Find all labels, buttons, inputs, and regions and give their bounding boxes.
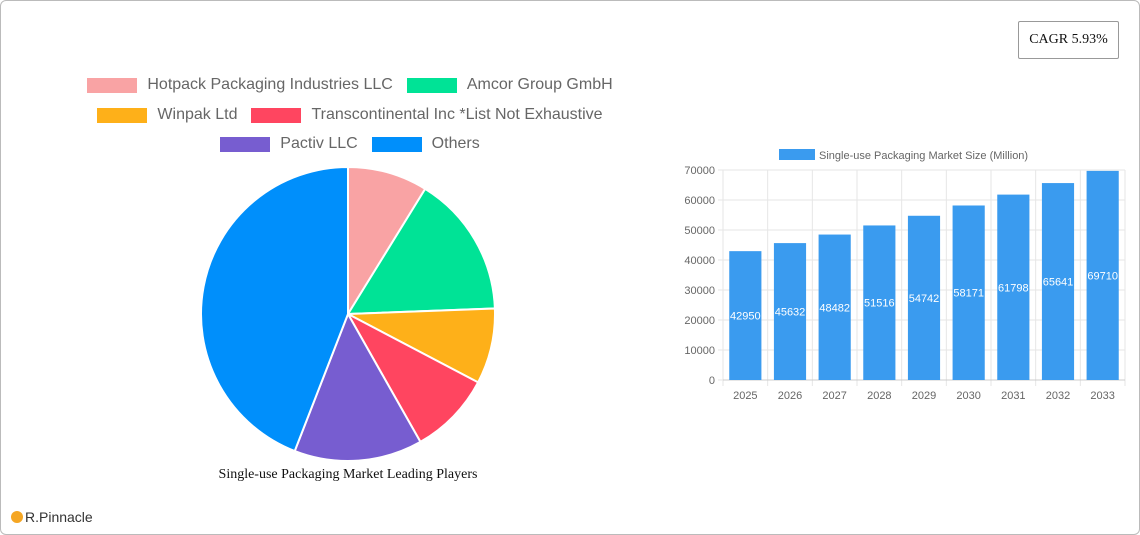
y-tick-label: 20000 [684,315,715,327]
y-tick-label: 40000 [684,255,715,267]
bar[interactable] [729,251,762,380]
bar-legend-label: Single-use Packaging Market Size (Millio… [819,150,1028,162]
bar-data-label: 51516 [864,298,895,310]
brand-name: R.Pinnacle [25,509,93,525]
x-tick-label: 2028 [867,390,891,402]
legend-item[interactable]: Transcontinental Inc *List Not Exhaustiv… [251,106,603,124]
brand-logo-icon [11,511,23,523]
legend-row: Hotpack Packaging Industries LLC Amcor Gr… [30,76,670,94]
legend-swatch [97,107,148,123]
legend-label: Amcor Group GmbH [466,76,613,93]
pie-slice[interactable] [346,187,496,316]
legend-item[interactable]: Others [371,135,480,153]
y-tick-label: 50000 [684,225,715,237]
x-tick-label: 2025 [733,390,757,402]
bar-chart: Single-use Packaging Market Size (Millio… [684,149,1126,402]
legend-label: Others [431,135,480,152]
pie-chart [200,165,496,462]
y-tick-label: 60000 [684,195,715,207]
y-tick-label: 70000 [684,165,715,177]
pie-slice[interactable] [347,165,427,318]
pie-slice[interactable] [345,311,480,444]
legend-row: Pactiv LLC Others [30,135,670,153]
legend-swatch [251,107,302,123]
legend-item[interactable]: Hotpack Packaging Industries LLC [87,76,393,94]
legend-label: Transcontinental Inc *List Not Exhaustiv… [311,106,603,123]
y-tick-label: 30000 [684,285,715,297]
legend-swatch [406,77,457,93]
y-tick-label: 10000 [684,345,715,357]
bar-data-label: 45632 [775,307,806,319]
pie-slice[interactable] [200,165,349,453]
bar[interactable] [997,194,1030,380]
y-tick-label: 0 [709,375,715,387]
x-tick-label: 2026 [778,390,802,402]
bar[interactable] [863,225,896,380]
bar-data-label: 69710 [1087,270,1118,282]
bar[interactable] [952,205,985,380]
x-tick-label: 2032 [1046,390,1070,402]
legend-item[interactable]: Amcor Group GmbH [406,76,613,94]
x-tick-label: 2027 [822,390,846,402]
bar-data-label: 54742 [909,293,940,305]
bar-data-label: 58171 [953,288,984,300]
bar-data-label: 65641 [1043,277,1074,289]
legend-item[interactable]: Winpak Ltd [97,106,237,124]
bar[interactable] [907,215,941,380]
x-tick-label: 2031 [1001,390,1025,402]
legend-label: Winpak Ltd [157,106,238,123]
brand-logo: R.Pinnacle [11,509,93,525]
legend-label: Pactiv LLC [280,135,358,152]
legend-swatch [371,136,422,152]
bar[interactable] [773,243,807,380]
legend-swatch [220,136,271,152]
bar[interactable] [818,234,851,380]
bar-data-label: 48482 [819,302,850,314]
bar-data-label: 61798 [998,282,1029,294]
bar[interactable] [1086,170,1119,380]
x-tick-label: 2030 [956,390,980,402]
x-tick-label: 2033 [1090,390,1114,402]
legend-swatch [87,77,138,93]
bar[interactable] [1041,183,1075,380]
legend-row: Winpak Ltd Transcontinental Inc *List Not… [30,106,670,124]
legend-label: Hotpack Packaging Industries LLC [147,76,393,93]
legend-item[interactable]: Pactiv LLC [220,135,358,153]
pie-slice[interactable] [293,311,422,462]
x-tick-label: 2029 [912,390,936,402]
bar-legend-swatch [779,149,815,160]
pie-title: Single-use Packaging Market Leading Play… [218,467,478,482]
cagr-badge: CAGR 5.93% [1018,21,1119,59]
bar-data-label: 42950 [730,311,761,323]
